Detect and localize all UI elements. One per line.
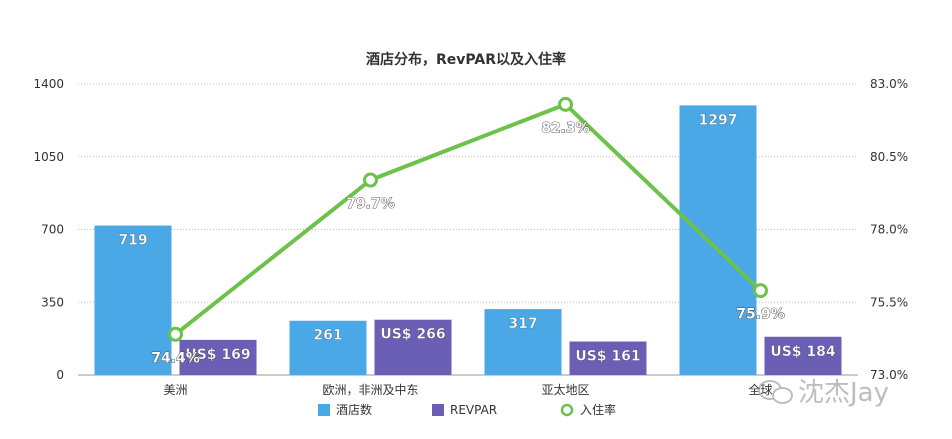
occupancy-label: 79.7% xyxy=(346,196,395,212)
occupancy-point xyxy=(363,172,378,188)
y-right-tick-label: 78.0% xyxy=(870,223,908,237)
occupancy-label: 74.4% xyxy=(151,350,200,366)
x-tick-label: 欧洲，非洲及中东 xyxy=(322,382,418,397)
bar-hotels xyxy=(289,320,367,375)
bar-revpar-label: US$ 184 xyxy=(770,344,836,360)
legend-label: 酒店数 xyxy=(336,402,372,417)
bar-hotels xyxy=(679,105,757,375)
y-right-tick-label: 73.0% xyxy=(870,368,908,382)
x-tick-label: 美洲 xyxy=(163,383,187,397)
bar-revpar xyxy=(569,341,647,375)
x-tick-label: 亚太地区 xyxy=(541,382,589,397)
bar-revpar xyxy=(764,336,842,375)
bar-hotels-label: 1297 xyxy=(699,112,738,128)
bar-hotels xyxy=(484,309,562,375)
y-right-tick-label: 75.5% xyxy=(870,295,908,309)
occupancy-point xyxy=(753,283,768,299)
occupancy-point xyxy=(558,96,573,112)
legend-swatch xyxy=(318,404,330,416)
legend-swatch xyxy=(432,404,444,416)
y-left-tick-label: 350 xyxy=(41,295,64,309)
y-left-tick-label: 1400 xyxy=(33,77,64,91)
legend-swatch xyxy=(560,403,574,417)
watermark: 沈杰Jay xyxy=(758,372,889,409)
y-left-tick-label: 1050 xyxy=(33,150,64,164)
bar-revpar-label: US$ 266 xyxy=(380,327,445,343)
bar-hotels-label: 719 xyxy=(118,233,147,249)
bar-revpar xyxy=(179,339,257,375)
occupancy-point xyxy=(168,326,183,342)
legend-label: 入住率 xyxy=(580,402,616,417)
occupancy-label: 82.3% xyxy=(541,120,590,136)
occupancy-label: 75.9% xyxy=(736,307,785,323)
legend-label: REVPAR xyxy=(450,403,497,417)
watermark-text: 沈杰Jay xyxy=(798,378,889,408)
occupancy-line xyxy=(174,102,762,336)
bar-revpar xyxy=(374,319,452,375)
bar-revpar-label: US$ 169 xyxy=(185,347,250,363)
bar-revpar-label: US$ 161 xyxy=(575,349,640,365)
y-right-tick-label: 80.5% xyxy=(870,150,908,164)
bar-hotels xyxy=(94,225,172,375)
bar-hotels-label: 317 xyxy=(508,316,537,332)
y-left-tick-label: 0 xyxy=(56,368,64,382)
y-right-tick-label: 83.0% xyxy=(870,77,908,91)
chart-title: 酒店分布，RevPAR以及入住率 xyxy=(366,51,566,68)
y-left-tick-label: 700 xyxy=(41,223,64,237)
wechat-icon xyxy=(758,378,794,404)
bar-hotels-label: 261 xyxy=(313,328,342,344)
